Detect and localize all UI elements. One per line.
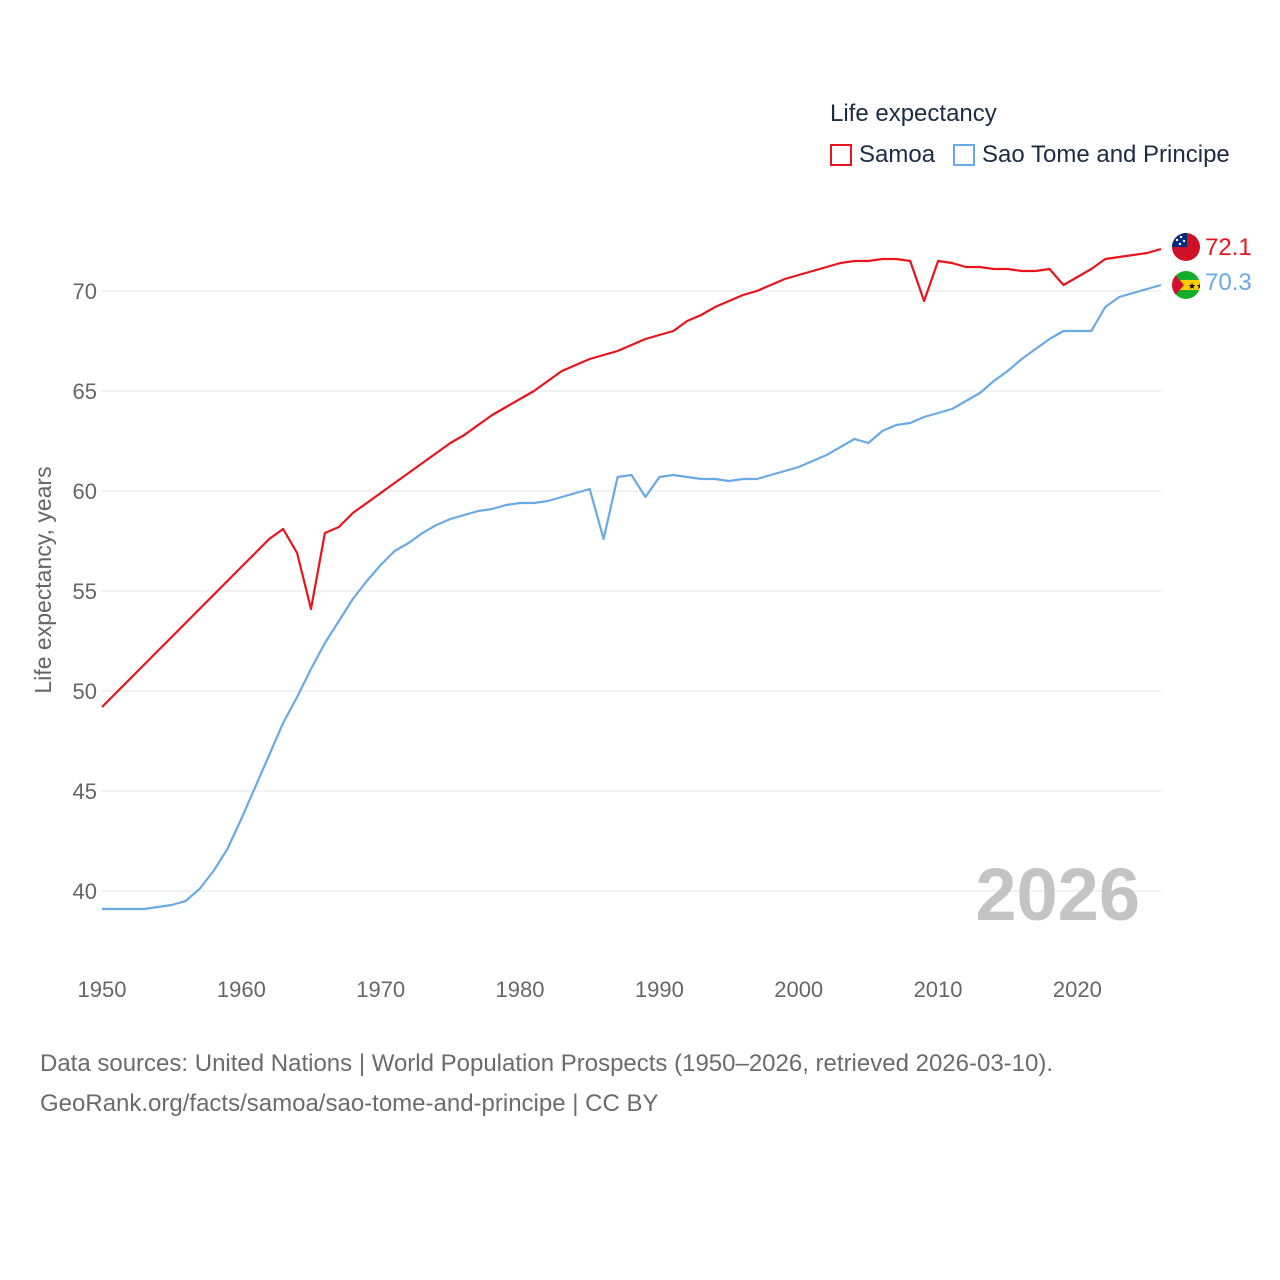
footer-sources: Data sources: United Nations | World Pop… — [40, 1050, 1054, 1077]
x-tick-label: 1980 — [496, 977, 545, 1002]
y-axis-ticks: 40 45 50 55 60 65 70 — [73, 279, 97, 904]
end-value-samoa: 72.1 — [1205, 234, 1252, 261]
y-axis-label: Life expectancy, years — [30, 466, 56, 693]
legend-label-samoa: Samoa — [859, 141, 936, 168]
x-axis-ticks: 1950 1960 1970 1980 1990 2000 2010 2020 — [78, 977, 1102, 1002]
line-chart: 40 45 50 55 60 65 70 1950 1960 1970 1980 1990 2000 2… — [30, 233, 1252, 1002]
current-year-label: 2026 — [975, 853, 1140, 936]
y-tick-label: 50 — [73, 679, 97, 704]
y-tick-label: 40 — [73, 879, 97, 904]
end-value-sao-tome: 70.3 — [1205, 269, 1252, 296]
legend-label-sao-tome: Sao Tome and Principe — [982, 141, 1230, 168]
y-tick-label: 65 — [73, 379, 97, 404]
y-tick-label: 70 — [73, 279, 97, 304]
y-tick-label: 45 — [73, 779, 97, 804]
y-tick-label: 60 — [73, 479, 97, 504]
legend-swatch-sao-tome — [953, 144, 976, 166]
legend-item-sao-tome[interactable]: Sao Tome and Principe — [953, 141, 1230, 169]
sao-tome-flag-icon: ★★ — [1172, 271, 1204, 299]
samoa-flag-icon — [1172, 233, 1200, 261]
x-tick-label: 1990 — [635, 977, 684, 1002]
x-tick-label: 1970 — [356, 977, 405, 1002]
series-line-sao-tome[interactable] — [102, 283, 1162, 911]
footer-link[interactable]: GeoRank.org/facts/samoa/sao-tome-and-pri… — [40, 1090, 659, 1117]
series-line-samoa[interactable] — [101, 247, 1162, 708]
x-tick-label: 1960 — [217, 977, 266, 1002]
footer: Data sources: United Nations | World Pop… — [40, 1044, 1053, 1124]
legend-title: Life expectancy — [830, 100, 997, 127]
x-tick-label: 2010 — [914, 977, 963, 1002]
series-lines — [101, 247, 1162, 911]
legend: Samoa Sao Tome and Principe — [830, 141, 1248, 169]
y-tick-label: 55 — [73, 579, 97, 604]
x-tick-label: 2020 — [1053, 977, 1102, 1002]
x-tick-label: 2000 — [774, 977, 823, 1002]
legend-item-samoa[interactable]: Samoa — [830, 141, 935, 169]
x-tick-label: 1950 — [78, 977, 127, 1002]
svg-text:★★: ★★ — [1188, 282, 1204, 292]
grid-lines — [102, 290, 1161, 892]
legend-swatch-samoa — [830, 144, 852, 166]
